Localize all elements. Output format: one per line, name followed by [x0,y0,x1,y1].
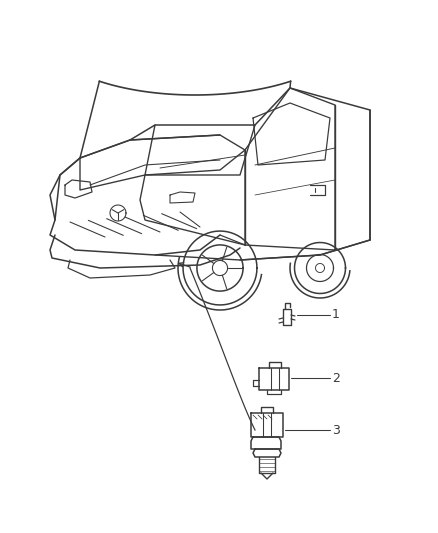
Text: 3: 3 [332,424,340,437]
Text: 2: 2 [332,372,340,384]
Text: 1: 1 [332,309,340,321]
